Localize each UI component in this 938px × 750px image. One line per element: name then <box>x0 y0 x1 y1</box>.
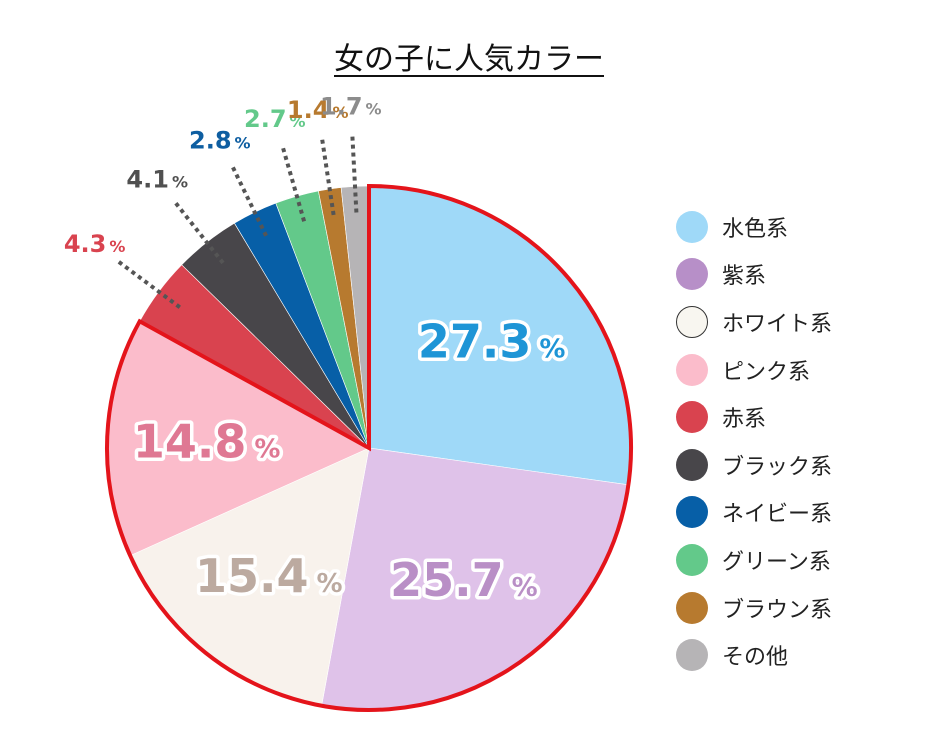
legend-label: 赤系 <box>722 407 767 433</box>
legend-item: 紫系 <box>676 251 832 299</box>
legend-item: その他 <box>676 631 832 679</box>
data-label: 4.3% <box>64 230 126 258</box>
leader-lines <box>115 134 359 309</box>
data-label: 27.3% <box>418 315 566 369</box>
data-label: 15.4% <box>195 549 343 603</box>
data-label: 2.8% <box>189 126 251 154</box>
legend-item: 赤系 <box>676 393 832 441</box>
highlight-outline-path <box>105 183 633 712</box>
legend-swatch <box>676 496 708 529</box>
legend-item: ホワイト系 <box>676 298 832 346</box>
legend-swatch <box>676 543 708 576</box>
data-label: 1.7% <box>320 93 382 121</box>
data-label: 14.8% <box>133 414 281 468</box>
chart-title: 女の子に人気カラー <box>0 34 938 78</box>
leader-line <box>172 200 225 265</box>
legend-swatch <box>676 258 708 291</box>
legend-swatch <box>676 305 708 338</box>
legend-swatch <box>676 401 708 434</box>
legend-swatch <box>676 448 708 481</box>
legend-swatch <box>676 210 708 243</box>
legend-label: グリーン系 <box>722 549 831 575</box>
legend-label: その他 <box>722 645 789 671</box>
legend-item: ブラウン系 <box>676 584 832 632</box>
chart-title-text: 女の子に人気カラー <box>334 42 604 77</box>
pie-slices <box>106 185 632 711</box>
legend-item: ネイビー系 <box>676 489 832 537</box>
data-label: 25.7% <box>390 553 538 607</box>
legend-label: ネイビー系 <box>722 502 833 528</box>
legend-label: 水色系 <box>722 216 789 242</box>
legend-label: ピンク系 <box>722 359 811 385</box>
highlight-outline <box>105 183 633 712</box>
leader-line <box>230 164 268 237</box>
legend-item: グリーン系 <box>676 536 832 584</box>
leader-line <box>115 258 181 309</box>
legend-swatch <box>676 639 708 672</box>
legend-item: ピンク系 <box>676 346 832 394</box>
legend: 水色系紫系ホワイト系ピンク系赤系ブラック系ネイビー系グリーン系ブラウン系その他 <box>676 203 832 679</box>
legend-label: ブラック系 <box>722 454 833 480</box>
leader-line <box>280 145 307 222</box>
data-label: 4.1% <box>126 166 188 194</box>
data-label: 2.7% <box>244 105 306 133</box>
leader-line <box>319 137 336 216</box>
legend-label: ブラウン系 <box>722 597 833 623</box>
legend-swatch <box>676 353 708 386</box>
data-labels: 27.3 % 25.7 % 15.4 % 14.8 % 4.3 % 4.1 %2.8 %2.7 %1.4%… <box>64 93 569 611</box>
leader-line <box>350 134 359 213</box>
legend-swatch <box>676 591 708 624</box>
legend-item: 水色系 <box>676 203 832 251</box>
legend-label: 紫系 <box>722 264 767 290</box>
legend-label: ホワイト系 <box>722 311 833 337</box>
legend-item: ブラック系 <box>676 441 832 489</box>
data-label: 1.4% <box>287 96 349 124</box>
